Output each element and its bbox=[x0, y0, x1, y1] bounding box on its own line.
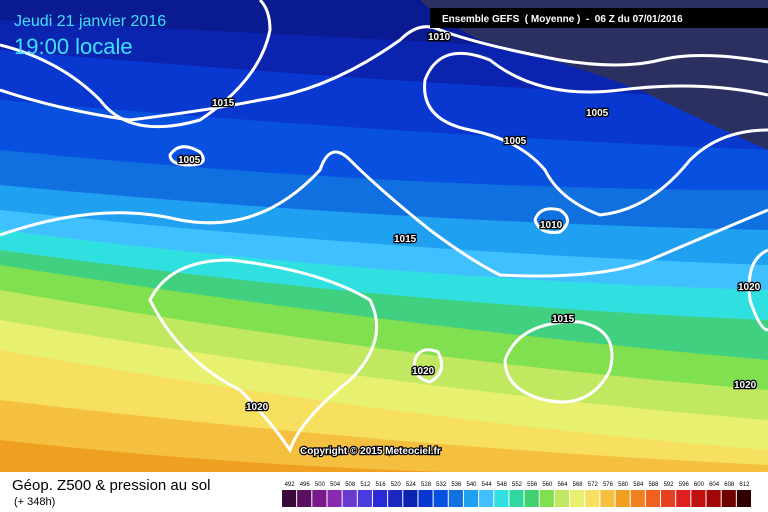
legend-swatch bbox=[282, 490, 297, 507]
legend-label: 596 bbox=[679, 482, 690, 488]
legend-label: 536 bbox=[451, 482, 462, 488]
legend-label: 520 bbox=[391, 482, 402, 488]
legend-label: 508 bbox=[345, 482, 356, 488]
legend-swatch bbox=[706, 490, 721, 507]
legend-swatch bbox=[479, 490, 494, 507]
legend-swatch bbox=[463, 490, 479, 507]
isobar bbox=[533, 207, 569, 234]
isobar-label: 1005 bbox=[586, 108, 609, 119]
isobar-label: 1015 bbox=[394, 234, 417, 245]
legend-label: 604 bbox=[709, 482, 720, 488]
isobar bbox=[0, 0, 272, 129]
legend-swatch bbox=[357, 490, 372, 507]
legend-label: 504 bbox=[330, 482, 341, 488]
isobar bbox=[503, 320, 614, 404]
legend-swatch bbox=[433, 490, 448, 507]
isobar bbox=[0, 150, 768, 278]
legend-swatch bbox=[736, 490, 751, 507]
isobar-label: 1020 bbox=[246, 402, 269, 413]
legend-label: 612 bbox=[739, 482, 750, 488]
footer-title: Géop. Z500 & pression au sol bbox=[12, 477, 210, 494]
run-box bbox=[430, 8, 768, 28]
legend-label: 592 bbox=[664, 482, 675, 488]
isobar-label: 1015 bbox=[212, 98, 235, 109]
legend-swatch bbox=[524, 490, 539, 507]
isobar-label: 1020 bbox=[412, 366, 435, 377]
legend-swatch bbox=[539, 490, 554, 507]
legend-label: 564 bbox=[557, 482, 568, 488]
isobar-label: 1005 bbox=[504, 136, 527, 147]
footer-lead: (+ 348h) bbox=[14, 496, 55, 508]
legend-label: 492 bbox=[285, 482, 296, 488]
legend-swatch bbox=[554, 490, 570, 507]
legend-label: 544 bbox=[482, 482, 493, 488]
isobar bbox=[168, 145, 205, 167]
legend-swatch bbox=[661, 490, 676, 507]
legend-label: 576 bbox=[603, 482, 614, 488]
legend-label: 496 bbox=[300, 482, 311, 488]
legend-label: 548 bbox=[497, 482, 508, 488]
date: Jeudi 21 janvier 2016 bbox=[14, 13, 166, 30]
legend-swatch bbox=[418, 490, 433, 507]
legend-label: 560 bbox=[542, 482, 553, 488]
legend-swatch bbox=[403, 490, 418, 507]
isobar-label: 1010 bbox=[540, 220, 563, 231]
legend-label: 532 bbox=[436, 482, 447, 488]
legend-label: 556 bbox=[527, 482, 538, 488]
legend-label: 580 bbox=[618, 482, 629, 488]
legend-label: 600 bbox=[694, 482, 705, 488]
legend-swatch bbox=[600, 490, 615, 507]
legend-label: 588 bbox=[648, 482, 659, 488]
isobar bbox=[148, 258, 379, 454]
copyright: Copyright © 2015 Meteociel.fr bbox=[300, 446, 441, 457]
legend-swatch bbox=[312, 490, 327, 507]
isobar-label: 1020 bbox=[734, 380, 757, 391]
legend-swatch bbox=[342, 490, 357, 507]
legend-swatch bbox=[615, 490, 630, 507]
legend-label: 584 bbox=[633, 482, 644, 488]
isobars bbox=[0, 0, 768, 454]
legend-label: 516 bbox=[376, 482, 387, 488]
isobar bbox=[747, 248, 768, 332]
isobar bbox=[413, 348, 444, 384]
dark-region bbox=[420, 0, 768, 150]
legend-swatch bbox=[585, 490, 600, 507]
legend-label: 552 bbox=[512, 482, 523, 488]
legend-swatch bbox=[676, 490, 691, 507]
isobar bbox=[423, 51, 768, 217]
legend-swatch bbox=[372, 490, 388, 507]
time: 19:00 locale bbox=[14, 34, 133, 59]
isobar bbox=[0, 25, 768, 122]
legend-label: 608 bbox=[724, 482, 735, 488]
legend-swatch bbox=[721, 490, 736, 507]
legend-swatch bbox=[509, 490, 524, 507]
isobar-label: 1015 bbox=[552, 314, 575, 325]
legend-swatch bbox=[388, 490, 403, 507]
legend-swatch bbox=[630, 490, 645, 507]
legend-swatch bbox=[448, 490, 463, 507]
geopotential-field bbox=[0, 0, 768, 475]
run-info: Ensemble GEFS ( Moyenne ) - 06 Z du 07/0… bbox=[442, 14, 683, 25]
legend-swatch bbox=[570, 490, 585, 507]
isobar-label: 1020 bbox=[738, 282, 761, 293]
legend-label: 500 bbox=[315, 482, 326, 488]
isobar-label: 1005 bbox=[178, 155, 201, 166]
isobar-label: 1010 bbox=[428, 32, 451, 43]
legend-swatch bbox=[327, 490, 342, 507]
legend-swatch bbox=[494, 490, 509, 507]
isobar-labels: 1010 1015 1005 1005 1005 1010 1015 1015 1020 1020… bbox=[177, 31, 762, 415]
legend-label: 512 bbox=[360, 482, 371, 488]
legend-swatch bbox=[645, 490, 661, 507]
legend-label: 524 bbox=[406, 482, 417, 488]
legend-swatch bbox=[297, 490, 312, 507]
legend-label: 528 bbox=[421, 482, 432, 488]
legend-label: 572 bbox=[588, 482, 599, 488]
legend-label: 540 bbox=[467, 482, 478, 488]
legend-label: 568 bbox=[573, 482, 584, 488]
legend: 492 496 500 504 508 512 516 520 524 528 532 536 540 5… bbox=[282, 482, 751, 507]
legend-swatch bbox=[691, 490, 706, 507]
